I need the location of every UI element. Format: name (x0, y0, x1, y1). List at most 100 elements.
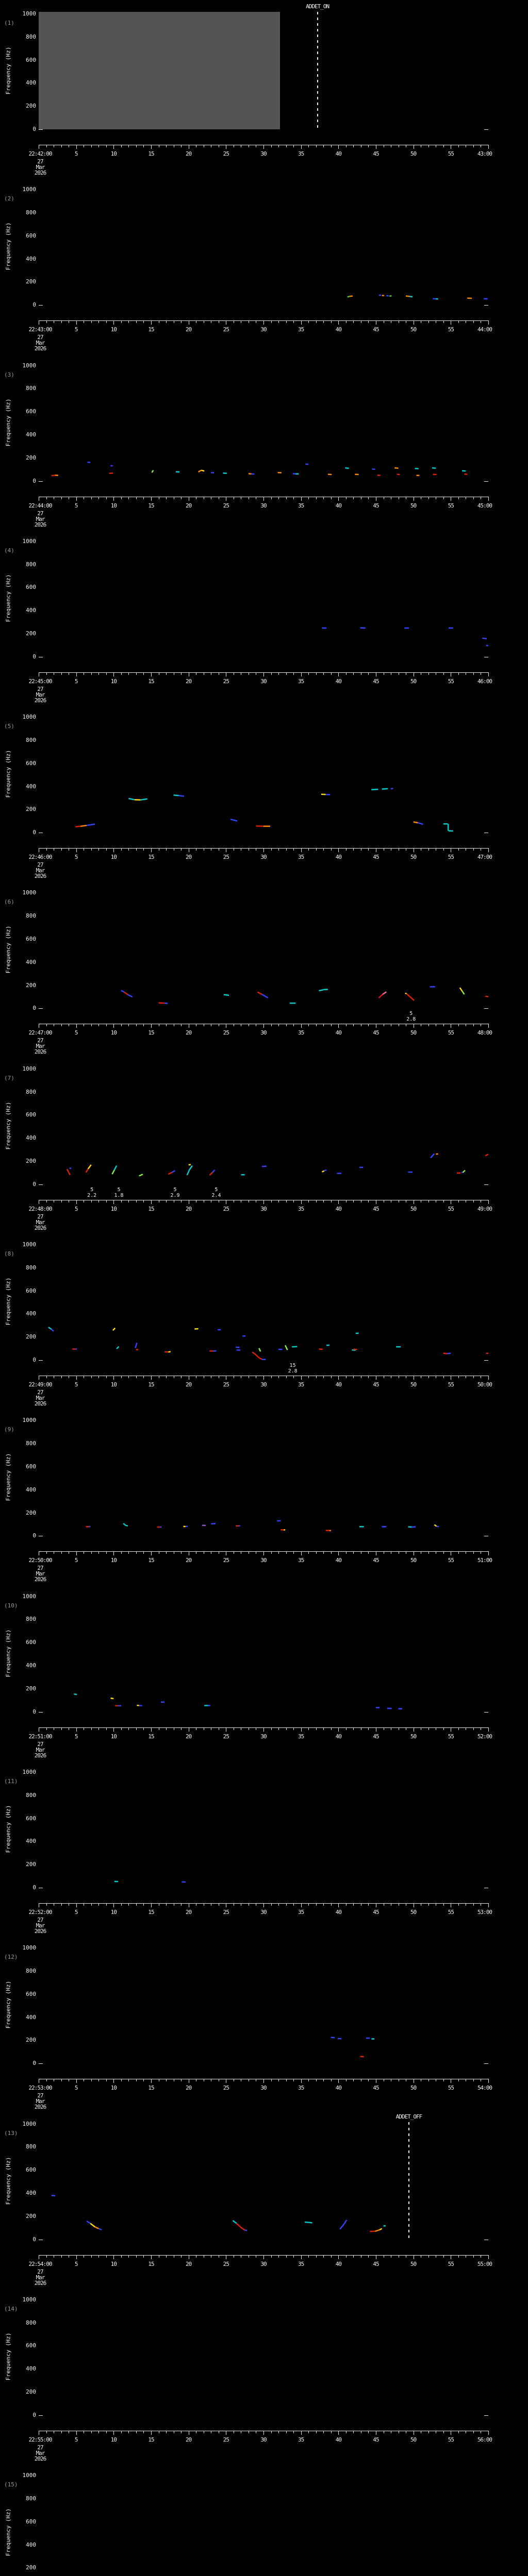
time-start-label: 22:44:00 (28, 502, 53, 509)
detection-mark (98, 2228, 102, 2230)
time-end-label: 46:00 (477, 677, 492, 685)
time-axis-tick (368, 849, 369, 851)
y-tick-label: 600 (26, 2166, 36, 2174)
spectrogram-plot[interactable] (39, 1243, 488, 1361)
y-tick-label: 600 (26, 1639, 36, 1646)
time-axis-tick (428, 1376, 429, 1379)
spectrogram-plot[interactable] (39, 1066, 488, 1184)
y-tick-label: 200 (26, 278, 36, 285)
spectrogram-plot[interactable] (39, 1770, 488, 1888)
date-label-line: Mar (36, 2449, 45, 2456)
time-tick-label: 20 (186, 1908, 192, 1916)
y-tick (484, 2415, 488, 2416)
time-axis-tick (263, 672, 264, 676)
time-axis-tick (323, 145, 324, 147)
y-tick-label: 800 (26, 1264, 36, 1271)
time-axis-tick (91, 1024, 92, 1027)
time-axis-tick (293, 1903, 294, 1906)
time-axis-tick (46, 2079, 47, 2082)
time-axis-tick (121, 1200, 122, 1202)
time-axis-tick (323, 672, 324, 675)
time-axis-tick (136, 672, 137, 675)
time-tick-label: 20 (186, 2260, 192, 2267)
y-tick-label: 800 (26, 385, 36, 392)
spectrogram-plot[interactable] (39, 2473, 488, 2576)
y-tick-label: 200 (26, 1685, 36, 1692)
time-axis-tick (293, 2255, 294, 2258)
time-tick-label: 30 (260, 677, 267, 685)
time-axis-tick (166, 1200, 167, 1202)
y-tick (484, 129, 488, 130)
spectrogram-plot[interactable] (39, 715, 488, 833)
spectrogram-plot[interactable] (39, 891, 488, 1009)
y-tick-label: 600 (26, 56, 36, 63)
time-axis-tick (121, 1024, 122, 1027)
time-axis-tick (151, 321, 152, 325)
time-tick-label: 15 (148, 1205, 154, 1212)
time-axis-tick (473, 1200, 474, 1202)
time-axis-tick (458, 1200, 459, 1202)
time-axis-tick (46, 145, 47, 147)
time-axis-tick (331, 672, 332, 675)
time-axis-tick (128, 1727, 129, 1730)
time-end-label: 44:00 (477, 326, 492, 333)
y-tick (39, 1008, 43, 1009)
time-tick-label: 5 (74, 2260, 78, 2267)
time-tick-label: 5 (74, 2084, 78, 2092)
spectrogram-plot[interactable] (39, 363, 488, 481)
time-axis-tick (136, 1903, 137, 1906)
spectrogram-plot[interactable] (39, 2122, 488, 2240)
time-axis-tick (76, 2431, 77, 2435)
time-tick-label: 10 (110, 2260, 117, 2267)
time-axis-tick (278, 672, 279, 675)
y-tick-label: 400 (26, 255, 36, 262)
time-axis-tick (181, 497, 182, 499)
time-axis-tick (428, 2431, 429, 2433)
time-tick-label: 50 (410, 1205, 417, 1212)
time-axis-tick (61, 1727, 62, 1730)
spectrogram-plot[interactable] (39, 12, 488, 129)
time-tick-label: 55 (448, 1733, 454, 1740)
time-axis-tick (323, 849, 324, 851)
time-start-label: 22:43:00 (28, 326, 53, 333)
time-axis-tick (278, 1024, 279, 1027)
spectrogram-plot[interactable] (39, 2297, 488, 2415)
y-tick-label: 400 (26, 2541, 36, 2548)
time-axis-tick (98, 321, 100, 324)
detection-mark (209, 1172, 213, 1176)
detection-layer (48, 1327, 488, 1361)
time-axis-tick (368, 1024, 369, 1027)
time-axis-tick (181, 1903, 182, 1906)
time-tick-label: 35 (298, 150, 304, 157)
y-tick-label: 200 (26, 2388, 36, 2395)
time-tick-label: 25 (223, 326, 229, 333)
panel-index-label: (6) (4, 899, 14, 906)
time-axis-tick (46, 1903, 47, 1906)
detection-mark (232, 2219, 237, 2224)
spectrogram-plot[interactable] (39, 1594, 488, 1712)
spectrogram-plot[interactable] (39, 1418, 488, 1536)
time-axis-tick (98, 1552, 100, 1554)
time-tick-label: 10 (110, 326, 117, 333)
time-axis-tick (61, 2079, 62, 2082)
detection-mark (482, 637, 487, 639)
time-tick-label: 25 (223, 1381, 229, 1388)
time-axis-tick (136, 145, 137, 147)
y-tick-label: 0 (32, 1708, 36, 1715)
time-axis-tick (286, 849, 287, 851)
time-axis-tick (61, 849, 62, 851)
time-axis-tick (316, 2255, 317, 2258)
spectrogram-plot[interactable] (39, 539, 488, 657)
y-tick (39, 1184, 43, 1185)
time-tick-label: 35 (298, 1205, 304, 1212)
detection-layer (114, 1880, 186, 1883)
spectrogram-plot[interactable] (39, 1946, 488, 2064)
y-tick-label: 600 (26, 408, 36, 415)
time-axis-tick (46, 672, 47, 675)
y-tick-label: 600 (26, 1111, 36, 1118)
spectrogram-plot[interactable] (39, 188, 488, 306)
time-tick-label: 40 (335, 1908, 342, 1916)
time-tick-label: 45 (373, 2436, 379, 2443)
time-start-label: 22:42:00 (28, 150, 53, 157)
time-axis-tick (308, 1376, 309, 1379)
